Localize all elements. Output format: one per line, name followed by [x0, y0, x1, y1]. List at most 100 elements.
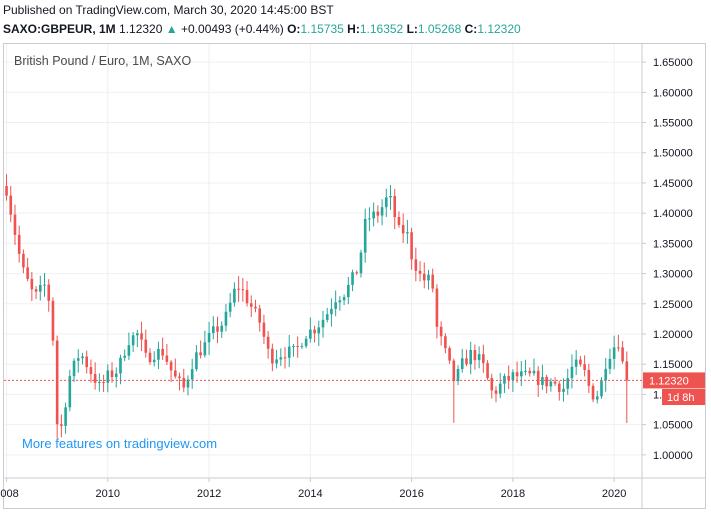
candle-body: [397, 217, 401, 225]
candle-body: [389, 195, 392, 198]
candle-body: [152, 359, 156, 363]
candle-body: [233, 288, 236, 303]
candle-body: [123, 355, 126, 358]
candle-body: [296, 346, 299, 348]
watermark-link[interactable]: More features on tradingview.com: [22, 436, 217, 451]
candle-body: [110, 370, 114, 378]
candle-body: [368, 218, 371, 220]
candle-body: [570, 366, 574, 379]
candle-body: [165, 355, 169, 362]
candle-body: [418, 270, 422, 274]
chart-title: British Pound / Euro, 1M, SAXO: [14, 54, 191, 68]
candle-body: [612, 347, 616, 359]
candle-body: [47, 284, 51, 301]
candle-body: [435, 288, 439, 327]
time-axis[interactable]: 2008 2010 2012 2014 2016 2018 2020: [0, 478, 626, 500]
candle-body: [157, 348, 160, 360]
candle-body: [465, 358, 468, 365]
candle-body: [275, 359, 278, 364]
open-value: 1.15735: [300, 22, 344, 36]
candle-body: [195, 352, 198, 370]
candle-body: [161, 348, 164, 356]
candle-body: [9, 195, 13, 215]
candle-body: [207, 332, 211, 343]
candle-body: [64, 407, 67, 426]
candle-body: [17, 234, 21, 254]
candle-body: [55, 340, 59, 425]
candle-body: [258, 308, 262, 323]
candle-body: [507, 375, 510, 381]
candle-body: [617, 347, 620, 349]
x-tick-label: 2020: [602, 488, 626, 500]
candle-body: [553, 381, 557, 384]
candle-body: [144, 339, 148, 353]
candle-body: [557, 383, 561, 392]
countdown-tag: 1d 8h: [662, 389, 705, 405]
candle-body: [186, 379, 190, 388]
candle-body: [621, 347, 624, 362]
x-tick-label: 2018: [501, 488, 525, 500]
candle-body: [266, 336, 270, 349]
last-price-label: 1.12320: [649, 375, 689, 387]
candle-body: [625, 361, 629, 381]
candle-body: [330, 308, 333, 315]
high-label: H:: [347, 22, 360, 36]
candle-body: [562, 388, 565, 392]
x-tick-label: 2016: [399, 488, 423, 500]
candle-body: [338, 300, 342, 303]
candle-body: [498, 383, 502, 394]
candle-body: [283, 357, 287, 359]
candle-body: [503, 375, 506, 384]
y-tick-label: 1.15000: [653, 359, 693, 371]
candle-body: [482, 354, 485, 364]
published-caption: Published on TradingView.com, March 30, …: [3, 3, 334, 17]
candle-body: [51, 300, 55, 341]
candle-body: [545, 376, 548, 387]
candle-body: [520, 371, 523, 377]
candle-body: [393, 195, 397, 218]
y-tick-label: 1.05000: [653, 420, 693, 432]
candle-body: [486, 363, 489, 379]
candle-body: [608, 358, 612, 369]
candle-body: [414, 259, 418, 271]
candle-body: [30, 278, 34, 290]
candle-body: [321, 319, 325, 328]
candle-body: [119, 357, 122, 374]
y-tick-label: 1.60000: [653, 87, 693, 99]
candle-body: [148, 352, 152, 363]
change-up-icon: ▲: [165, 22, 178, 36]
candle-body: [26, 267, 29, 279]
candle-body: [460, 358, 464, 370]
candle-body: [254, 306, 257, 309]
candle-body: [106, 370, 110, 383]
candle-body: [216, 326, 219, 332]
candle-body: [169, 361, 173, 371]
candle-body: [511, 372, 515, 381]
candle-body: [452, 360, 456, 382]
candle-body: [515, 372, 519, 377]
y-tick-label: 1.45000: [653, 178, 693, 190]
candle-body: [431, 274, 435, 289]
symbol-name[interactable]: SAXO:GBPEUR, 1M: [3, 22, 116, 36]
candle-body: [76, 358, 80, 361]
candle-body: [528, 370, 532, 374]
candle-body: [5, 185, 8, 196]
candle-body: [494, 390, 498, 394]
candle-body: [473, 350, 477, 361]
candle-body: [359, 252, 363, 274]
x-tick-label: 2014: [298, 488, 322, 500]
candle-body: [211, 326, 215, 333]
candle-body: [351, 272, 354, 285]
candle-body: [68, 376, 72, 408]
close-label: C:: [464, 22, 478, 36]
y-tick-label: 1.55000: [653, 118, 693, 130]
candle-body: [600, 380, 603, 397]
candles: [5, 174, 629, 439]
candle-body: [355, 272, 359, 274]
candle-body: [81, 356, 84, 359]
candle-body: [532, 370, 536, 374]
last-price: 1.12320: [119, 22, 163, 36]
candle-body: [292, 346, 295, 348]
y-tick-label: 1.35000: [653, 238, 693, 250]
